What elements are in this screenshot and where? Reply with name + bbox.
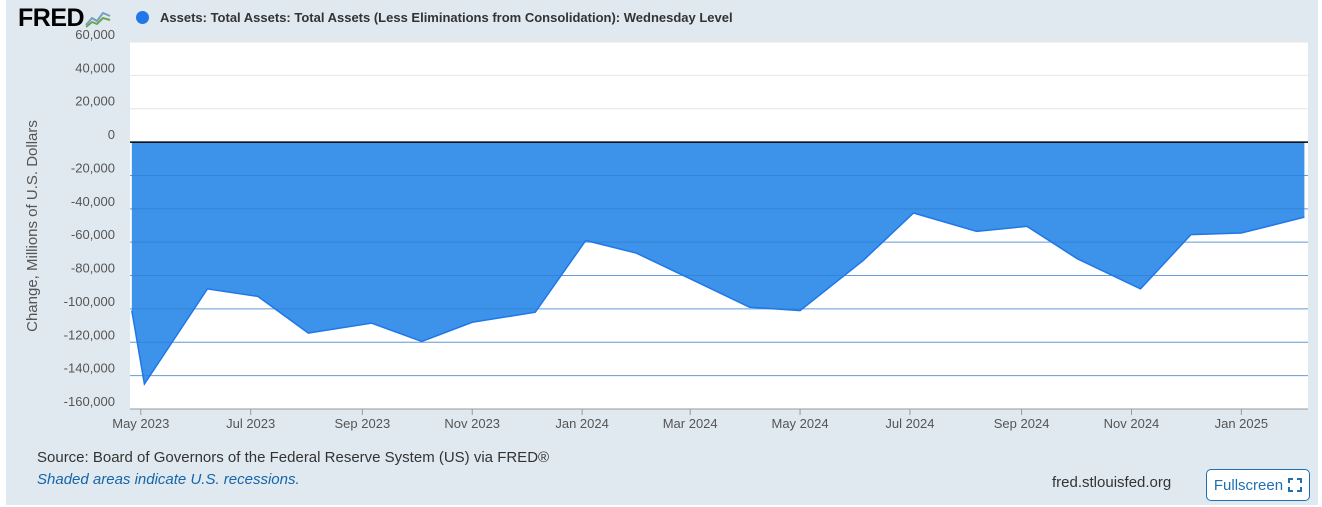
legend[interactable]: Assets: Total Assets: Total Assets (Less…	[136, 10, 733, 25]
y-tick-label: 20,000	[75, 94, 115, 109]
y-tick-label: -80,000	[71, 261, 115, 276]
recession-note[interactable]: Shaded areas indicate U.S. recessions.	[37, 471, 300, 488]
x-tick-label: Nov 2024	[1104, 416, 1160, 431]
x-tick-label: Jul 2024	[885, 416, 934, 431]
y-tick-label: -120,000	[64, 327, 115, 342]
y-tick-label: -140,000	[64, 361, 115, 376]
fullscreen-button[interactable]: Fullscreen	[1206, 469, 1310, 501]
y-tick-label: -100,000	[64, 294, 115, 309]
chart-svg: 60,000 40,000 20,000 0 -20,000 -40,000 -60,000…	[24, 27, 1308, 431]
x-tick-label: Jan 2024	[555, 416, 609, 431]
y-tick-label: -60,000	[71, 227, 115, 242]
y-tick-label: -40,000	[71, 194, 115, 209]
source-note: Source: Board of Governors of the Federa…	[37, 449, 550, 466]
y-tick-label: 0	[108, 127, 115, 142]
y-tick-label: 40,000	[75, 60, 115, 75]
series-line	[131, 212, 1305, 386]
fred-logo-graph-icon	[85, 8, 112, 28]
chart-frame: FRED Assets: Total Assets: Total Assets …	[6, 0, 1318, 505]
x-tick-label: Jul 2023	[226, 416, 275, 431]
y-tick-label: -20,000	[71, 160, 115, 175]
x-tick-label: Sep 2024	[994, 416, 1050, 431]
fullscreen-icon	[1288, 478, 1303, 492]
y-tick-label: -160,000	[64, 394, 115, 409]
series-area	[131, 142, 1305, 384]
legend-label: Assets: Total Assets: Total Assets (Less…	[160, 10, 733, 25]
x-tick-label: Mar 2024	[663, 416, 718, 431]
y-tick-label: 60,000	[75, 27, 115, 42]
fred-logo-text: FRED	[18, 3, 85, 32]
x-tick-label: May 2024	[772, 416, 829, 431]
y-axis-title: Change, Millions of U.S. Dollars	[24, 120, 41, 332]
x-tick-label: Sep 2023	[335, 416, 391, 431]
fullscreen-label: Fullscreen	[1213, 476, 1284, 494]
x-tick-label: May 2023	[112, 416, 169, 431]
x-tick-label: Nov 2023	[444, 416, 500, 431]
legend-marker-icon	[136, 11, 149, 24]
site-url[interactable]: fred.stlouisfed.org	[1052, 474, 1172, 491]
fred-logo[interactable]: FRED	[18, 3, 112, 32]
x-tick-label: Jan 2025	[1215, 416, 1269, 431]
